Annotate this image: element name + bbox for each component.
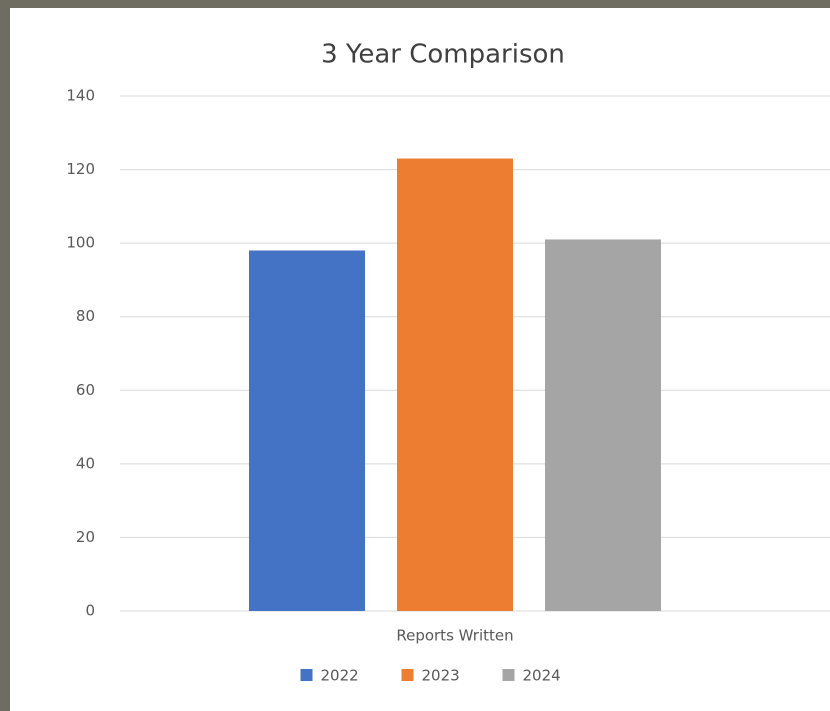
y-tick-label: 20	[76, 528, 95, 546]
y-tick-label: 60	[76, 381, 95, 399]
legend-label: 2022	[321, 667, 359, 685]
y-tick-label: 120	[66, 160, 95, 178]
chart-title: 3 Year Comparison	[321, 40, 565, 70]
y-tick-label: 100	[66, 234, 95, 252]
bar	[397, 158, 513, 612]
bar	[249, 250, 365, 611]
y-tick-label: 80	[76, 307, 95, 325]
y-tick-label: 140	[66, 87, 95, 105]
legend-swatch	[401, 669, 414, 681]
y-tick-label: 0	[85, 602, 95, 620]
legend-swatch	[300, 669, 313, 681]
legend-label: 2024	[523, 667, 561, 685]
legend-label: 2023	[422, 667, 460, 685]
legend-swatch	[502, 669, 515, 681]
y-tick-label: 40	[76, 454, 95, 472]
bar	[545, 239, 661, 611]
x-tick-label: Reports Written	[396, 627, 513, 645]
